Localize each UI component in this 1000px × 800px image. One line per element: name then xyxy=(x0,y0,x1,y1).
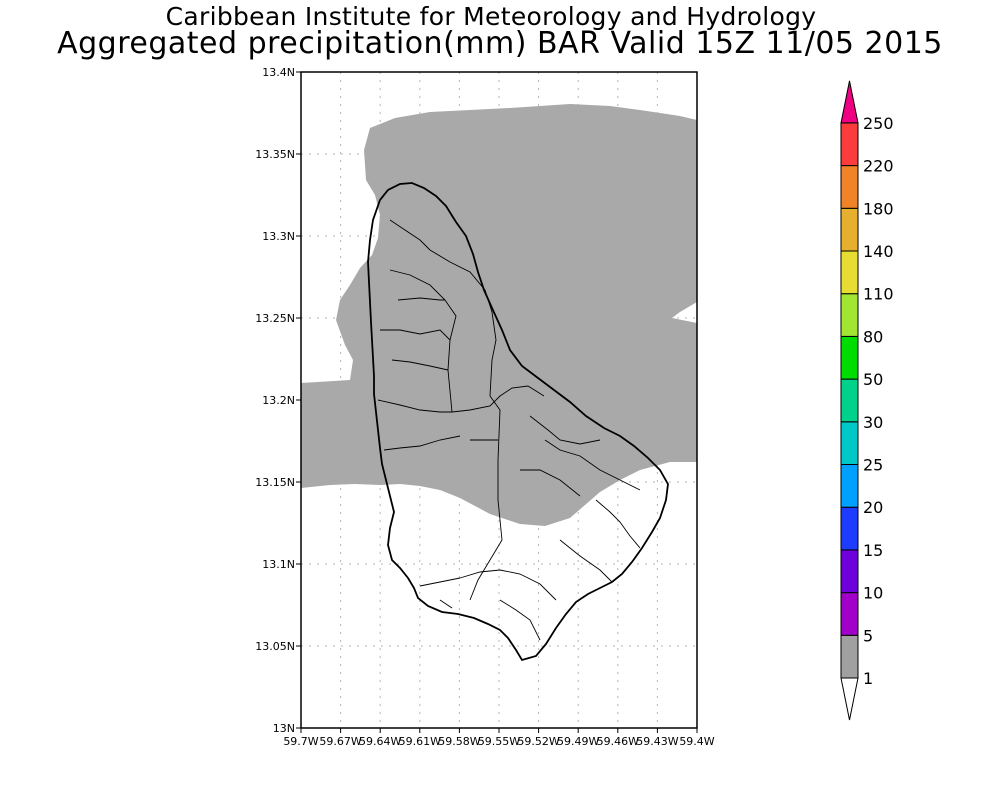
lon-tick-label: 59.52W xyxy=(517,735,559,748)
lon-tick-label: 59.55W xyxy=(478,735,520,748)
colorbar-label: 30 xyxy=(863,413,883,432)
map-plot-area xyxy=(301,72,697,728)
colorbar-label: 110 xyxy=(863,285,894,304)
lat-tick-label: 13.2N xyxy=(262,394,295,407)
colorbar-segment xyxy=(840,506,859,551)
barbados-coastline xyxy=(367,182,669,662)
colorbar-label: 20 xyxy=(863,498,883,517)
lat-tick-label: 13.25N xyxy=(255,312,295,325)
lon-tick-label: 59.7W xyxy=(283,735,318,748)
lon-tick-label: 59.46W xyxy=(597,735,639,748)
lat-tick-label: 13.4N xyxy=(262,66,295,79)
lat-tick-label: 13.3N xyxy=(262,230,295,243)
colorbar-label: 140 xyxy=(863,242,894,261)
colorbar-label: 80 xyxy=(863,327,883,346)
colorbar-segment xyxy=(840,464,859,508)
chart-subtitle: Aggregated precipitation(mm) BAR Valid 1… xyxy=(57,26,943,61)
latitude-axis: 13.4N 13.35N 13.3N 13.25N 13.2N 13.15N 13.1N 13… xyxy=(255,66,301,735)
colorbar-label: 5 xyxy=(863,626,873,645)
colorbar-segment xyxy=(840,592,859,636)
lon-tick-label: 59.43W xyxy=(636,735,678,748)
longitude-axis: 59.7W 59.67W59.64W59.61W59.58W59.55W59.52… xyxy=(283,728,715,748)
lat-tick-label: 13.35N xyxy=(255,148,295,161)
colorbar-segment xyxy=(840,421,859,465)
lon-tick-label: 59.67W xyxy=(319,735,361,748)
colorbar-label: 1 xyxy=(863,669,873,688)
lon-tick-label: 59.4W xyxy=(679,735,714,748)
colorbar-segment xyxy=(840,250,859,295)
lon-tick-label: 59.49W xyxy=(557,735,599,748)
colorbar-label: 25 xyxy=(863,456,883,475)
colorbar-segment xyxy=(840,293,859,337)
parish-boundaries xyxy=(377,219,641,641)
colorbar-segment xyxy=(840,335,859,380)
colorbar-label: 250 xyxy=(863,114,894,133)
colorbar-segment xyxy=(840,165,859,209)
lat-tick-label: 13.15N xyxy=(255,476,295,489)
colorbar-low-triangle xyxy=(840,677,859,721)
colorbar-segment xyxy=(840,378,859,423)
chart-title: Caribbean Institute for Meteorology and … xyxy=(165,2,817,31)
colorbar-label: 10 xyxy=(863,584,883,603)
lat-tick-label: 13.1N xyxy=(262,558,295,571)
colorbar-label: 220 xyxy=(863,157,894,176)
lon-tick-label: 59.58W xyxy=(438,735,480,748)
lon-tick-label: 59.61W xyxy=(399,735,441,748)
colorbar-segment xyxy=(840,634,859,679)
lat-tick-label: 13.05N xyxy=(255,640,295,653)
lat-tick-label: 13N xyxy=(273,722,295,735)
colorbar-segment xyxy=(840,207,859,252)
colorbar-label: 15 xyxy=(863,541,883,560)
colorbar-segment xyxy=(840,549,859,594)
colorbar-segment xyxy=(840,122,859,167)
colorbar-label: 50 xyxy=(863,370,883,389)
precipitation-area-1-5mm xyxy=(301,104,697,526)
lon-tick-label: 59.64W xyxy=(359,735,401,748)
colorbar-label: 180 xyxy=(863,199,894,218)
colorbar-high-triangle xyxy=(840,80,859,124)
